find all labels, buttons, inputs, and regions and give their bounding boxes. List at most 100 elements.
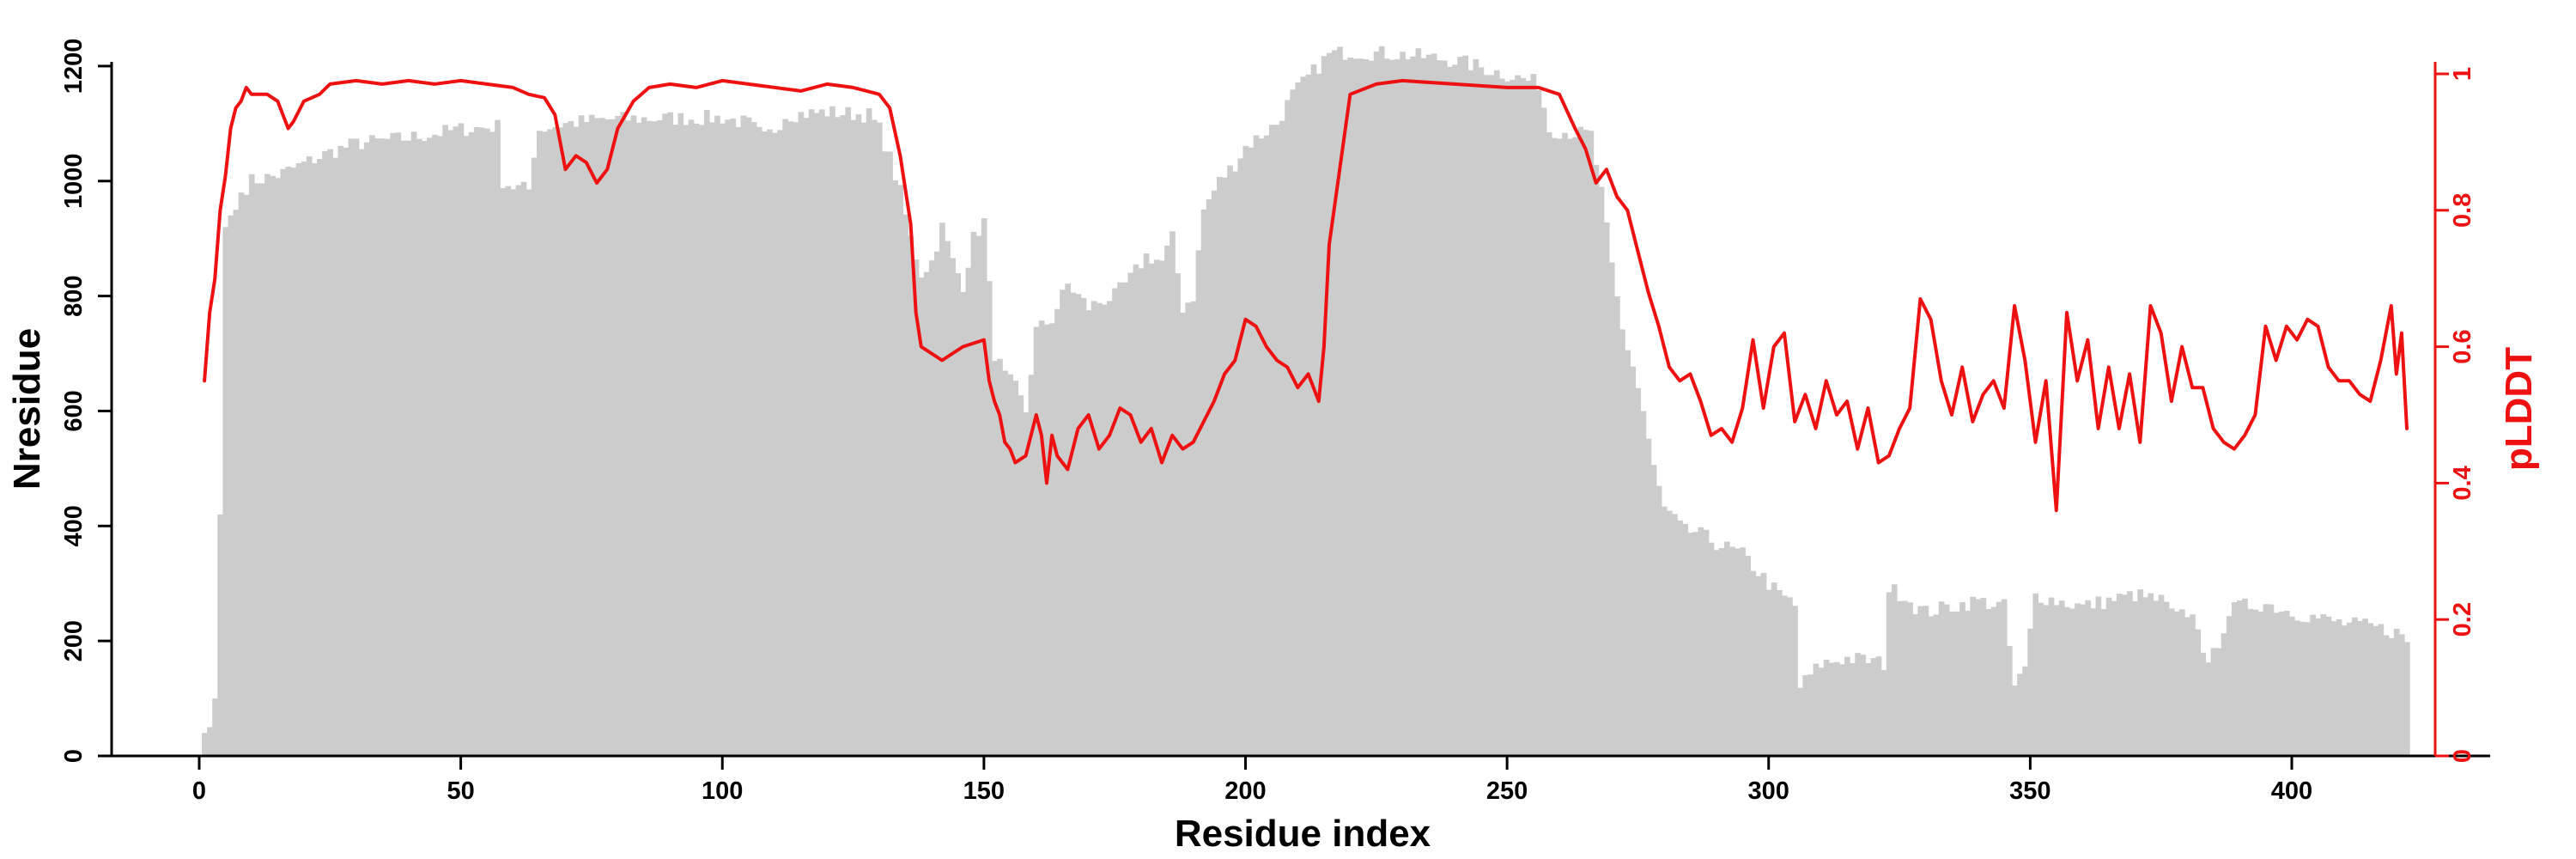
bar bbox=[1640, 411, 1647, 756]
bar bbox=[1943, 604, 1950, 756]
bar bbox=[526, 189, 532, 756]
bar bbox=[939, 222, 945, 756]
bar bbox=[1493, 70, 1500, 756]
bar bbox=[1253, 135, 1260, 756]
bar bbox=[1153, 259, 1160, 756]
bar bbox=[343, 147, 349, 756]
bar bbox=[2022, 666, 2028, 756]
bar bbox=[1415, 48, 1422, 757]
bar bbox=[672, 125, 679, 757]
bar bbox=[1504, 81, 1510, 757]
bar bbox=[1645, 438, 1652, 756]
bar bbox=[1860, 655, 1867, 756]
bar bbox=[317, 159, 323, 756]
bar bbox=[730, 119, 737, 757]
bar bbox=[1897, 600, 1903, 756]
bar bbox=[793, 122, 799, 756]
bar bbox=[1268, 125, 1275, 756]
bar bbox=[1070, 292, 1077, 757]
bar bbox=[2398, 634, 2405, 756]
bar bbox=[887, 151, 893, 756]
bar bbox=[1603, 222, 1610, 756]
bar bbox=[1431, 53, 1437, 757]
plddt-series bbox=[203, 78, 2409, 513]
bar bbox=[2294, 620, 2300, 756]
bar bbox=[1075, 294, 1082, 757]
y-left-tick-label: 400 bbox=[60, 505, 88, 546]
bar bbox=[390, 132, 397, 757]
bar bbox=[2001, 599, 2008, 756]
bar bbox=[1049, 323, 1055, 756]
bar bbox=[1363, 58, 1370, 757]
bar bbox=[2179, 609, 2185, 756]
bar bbox=[588, 114, 595, 756]
bar bbox=[301, 161, 307, 756]
bar bbox=[1405, 59, 1412, 756]
bar bbox=[2257, 612, 2264, 756]
bar bbox=[866, 108, 872, 756]
bar bbox=[1483, 75, 1490, 757]
bar bbox=[557, 127, 564, 756]
bar bbox=[1855, 653, 1861, 756]
bar-series bbox=[202, 46, 2410, 757]
bar bbox=[2153, 600, 2160, 756]
bar bbox=[677, 113, 684, 756]
bar bbox=[845, 107, 852, 756]
bar bbox=[1735, 548, 1741, 756]
bar bbox=[2247, 608, 2253, 756]
bar bbox=[573, 126, 580, 756]
bar bbox=[1065, 283, 1071, 756]
bar bbox=[1656, 485, 1662, 756]
bar bbox=[1488, 75, 1495, 757]
bar bbox=[2058, 600, 2065, 756]
bar bbox=[850, 119, 857, 756]
bar bbox=[1457, 57, 1463, 756]
bar bbox=[1917, 606, 1924, 756]
bar bbox=[1807, 674, 1814, 756]
bar bbox=[1158, 260, 1165, 756]
bar bbox=[458, 123, 465, 756]
x-tick-label: 300 bbox=[1748, 777, 1789, 805]
bar bbox=[620, 112, 627, 756]
bar bbox=[410, 131, 417, 756]
bar bbox=[2357, 621, 2363, 756]
bar bbox=[380, 138, 386, 757]
bar bbox=[1980, 597, 1987, 756]
bar bbox=[270, 175, 276, 757]
bar bbox=[1164, 245, 1170, 756]
bar bbox=[756, 126, 762, 756]
x-tick-label: 350 bbox=[2009, 777, 2050, 805]
bar bbox=[1557, 138, 1563, 757]
bar bbox=[1425, 54, 1432, 756]
bar bbox=[1368, 60, 1375, 757]
bar bbox=[1023, 411, 1030, 756]
bar bbox=[562, 123, 569, 756]
bar bbox=[253, 183, 260, 756]
bar bbox=[405, 140, 412, 756]
bar bbox=[725, 119, 731, 757]
bar bbox=[897, 185, 904, 756]
bar bbox=[1305, 74, 1312, 757]
bar bbox=[902, 214, 909, 756]
bar bbox=[1907, 602, 1913, 756]
bar bbox=[2210, 648, 2217, 756]
x-tick-label: 250 bbox=[1486, 777, 1528, 805]
bar bbox=[913, 259, 920, 756]
bar bbox=[1200, 209, 1207, 756]
bar bbox=[2283, 611, 2290, 756]
bar bbox=[960, 291, 967, 756]
x-tick-label: 200 bbox=[1224, 777, 1266, 805]
bar bbox=[2237, 600, 2243, 756]
bar bbox=[1054, 308, 1060, 756]
bar bbox=[515, 185, 522, 756]
bar bbox=[2032, 593, 2039, 756]
y-right-axis-title: pLDDT bbox=[2498, 347, 2540, 471]
bar bbox=[1965, 611, 1971, 756]
bar bbox=[2278, 611, 2285, 756]
bar bbox=[578, 115, 585, 757]
bar bbox=[1227, 165, 1233, 756]
y-left-tick-label: 0 bbox=[60, 749, 88, 763]
bar bbox=[1562, 132, 1568, 757]
bar bbox=[463, 136, 470, 756]
bar bbox=[468, 131, 475, 756]
